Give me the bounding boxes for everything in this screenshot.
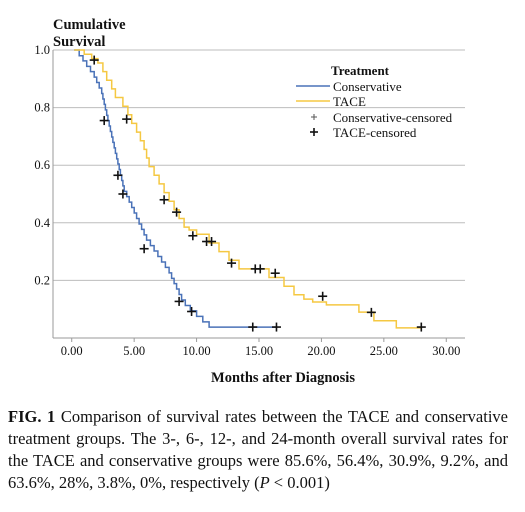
x-tick-label: 0.00 <box>61 344 83 358</box>
y-tick-label: 1.0 <box>34 43 50 57</box>
censor-mark-conservative <box>139 244 149 254</box>
censor-mark-conservative <box>89 55 99 65</box>
censor-mark-tace <box>188 231 198 241</box>
x-tick-label: 30.00 <box>432 344 460 358</box>
caption-p-tail: < 0.001) <box>269 473 330 492</box>
y-tick-label: 0.4 <box>34 216 50 230</box>
censor-marks <box>89 55 426 332</box>
series-line-conservative <box>74 49 277 328</box>
x-tick-label: 25.00 <box>370 344 398 358</box>
censor-mark-conservative <box>187 307 197 317</box>
y-tick-label: 0.2 <box>34 273 50 287</box>
censor-mark-tace <box>366 307 376 317</box>
legend-title: Treatment <box>331 63 390 78</box>
y-ticks: 0.2 0.4 0.6 0.8 1.0 <box>34 43 50 287</box>
censor-mark-tace <box>416 322 426 332</box>
y-tick-label: 0.6 <box>34 158 50 172</box>
figure-caption: FIG. 1 Comparison of survival rates betw… <box>8 406 508 494</box>
censor-mark-tace <box>227 258 237 268</box>
censor-mark-tace <box>318 291 328 301</box>
caption-figure-label: FIG. 1 <box>8 407 56 426</box>
censor-mark-tace <box>255 264 265 274</box>
x-ticks: 0.00 5.00 10.00 15.00 20.00 25.00 30.00 <box>61 338 460 358</box>
x-tick-label: 10.00 <box>183 344 211 358</box>
y-axis-title-line-2: Survival <box>53 34 105 50</box>
censor-mark-conservative <box>248 322 258 332</box>
x-tick-label: 5.00 <box>123 344 145 358</box>
y-tick-label: 0.8 <box>34 101 50 115</box>
legend-marker-conservative-censored <box>311 114 317 120</box>
caption-text: Comparison of survival rates between the… <box>8 407 508 492</box>
legend-marker-tace-censored <box>310 128 318 136</box>
legend-label-tace-censored: TACE-censored <box>333 125 417 140</box>
series <box>74 49 422 329</box>
censor-mark-tace <box>122 114 132 124</box>
censor-mark-conservative <box>99 116 109 126</box>
censor-mark-conservative <box>113 170 123 180</box>
censor-mark-conservative <box>271 322 281 332</box>
x-tick-label: 15.00 <box>245 344 273 358</box>
censor-mark-tace <box>159 195 169 205</box>
censor-mark-tace <box>270 268 280 278</box>
legend: Treatment Conservative TACE Conservative… <box>296 63 453 140</box>
legend-label-conservative-censored: Conservative-censored <box>333 110 453 125</box>
x-tick-label: 20.00 <box>307 344 335 358</box>
caption-p-symbol: P <box>259 473 270 492</box>
legend-label-tace: TACE <box>333 94 366 109</box>
survival-chart: 0.2 0.4 0.6 0.8 1.0 0.00 5.00 10.00 15.00 20.00 2… <box>34 17 465 386</box>
censor-mark-conservative <box>174 296 184 306</box>
x-axis-title: Months after Diagnosis <box>211 370 355 386</box>
censor-mark-tace <box>172 207 182 217</box>
censor-mark-conservative <box>118 189 128 199</box>
y-axis-title-line-1: Cumulative <box>53 17 126 33</box>
censor-mark-tace <box>207 237 217 247</box>
series-line-tace <box>74 49 422 329</box>
legend-label-conservative: Conservative <box>333 79 402 94</box>
